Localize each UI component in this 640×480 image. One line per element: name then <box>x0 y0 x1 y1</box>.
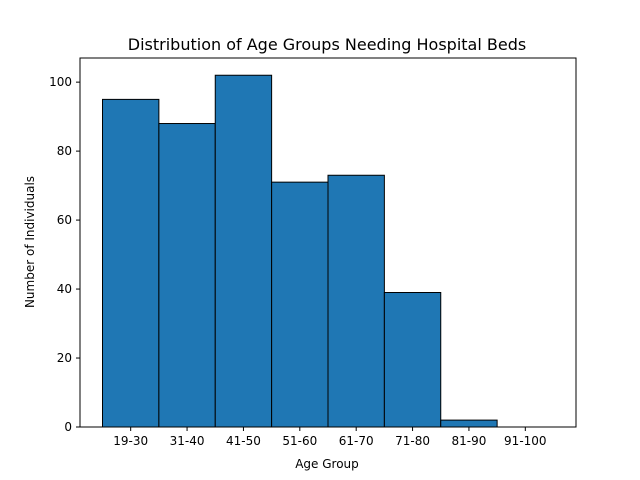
y-tick-label: 0 <box>64 420 72 434</box>
chart-title: Distribution of Age Groups Needing Hospi… <box>128 35 526 54</box>
y-tick-label: 80 <box>57 144 72 158</box>
x-tick-label: 61-70 <box>339 434 374 448</box>
y-tick-label: 40 <box>57 282 72 296</box>
plot-frame <box>79 57 577 428</box>
x-tick-label: 91-100 <box>504 434 547 448</box>
bar-71-80 <box>383 292 442 428</box>
bar-41-50 <box>214 74 273 428</box>
axes-group: 19-30 31-40 41-50 51-60 61-70 71-80 81-90 91-10… <box>49 57 577 448</box>
y-tick-label: 100 <box>49 75 72 89</box>
bar-31-40 <box>158 123 216 428</box>
x-axis-label: Age Group <box>295 457 359 471</box>
y-axis-label: Number of Individuals <box>23 176 37 308</box>
bar-61-70 <box>327 174 385 428</box>
y-tick-label: 60 <box>57 213 72 227</box>
bar-19-30 <box>102 98 160 428</box>
x-tick-label: 19-30 <box>113 434 148 448</box>
bars-group <box>102 74 498 428</box>
x-tick-label: 51-60 <box>282 434 317 448</box>
x-tick-label: 81-90 <box>452 434 487 448</box>
x-tick-label: 71-80 <box>395 434 430 448</box>
y-tick-label: 20 <box>57 351 72 365</box>
bar-81-90 <box>440 419 498 428</box>
x-tick-label: 41-50 <box>226 434 261 448</box>
x-tick-label: 31-40 <box>170 434 205 448</box>
bar-51-60 <box>271 181 329 428</box>
